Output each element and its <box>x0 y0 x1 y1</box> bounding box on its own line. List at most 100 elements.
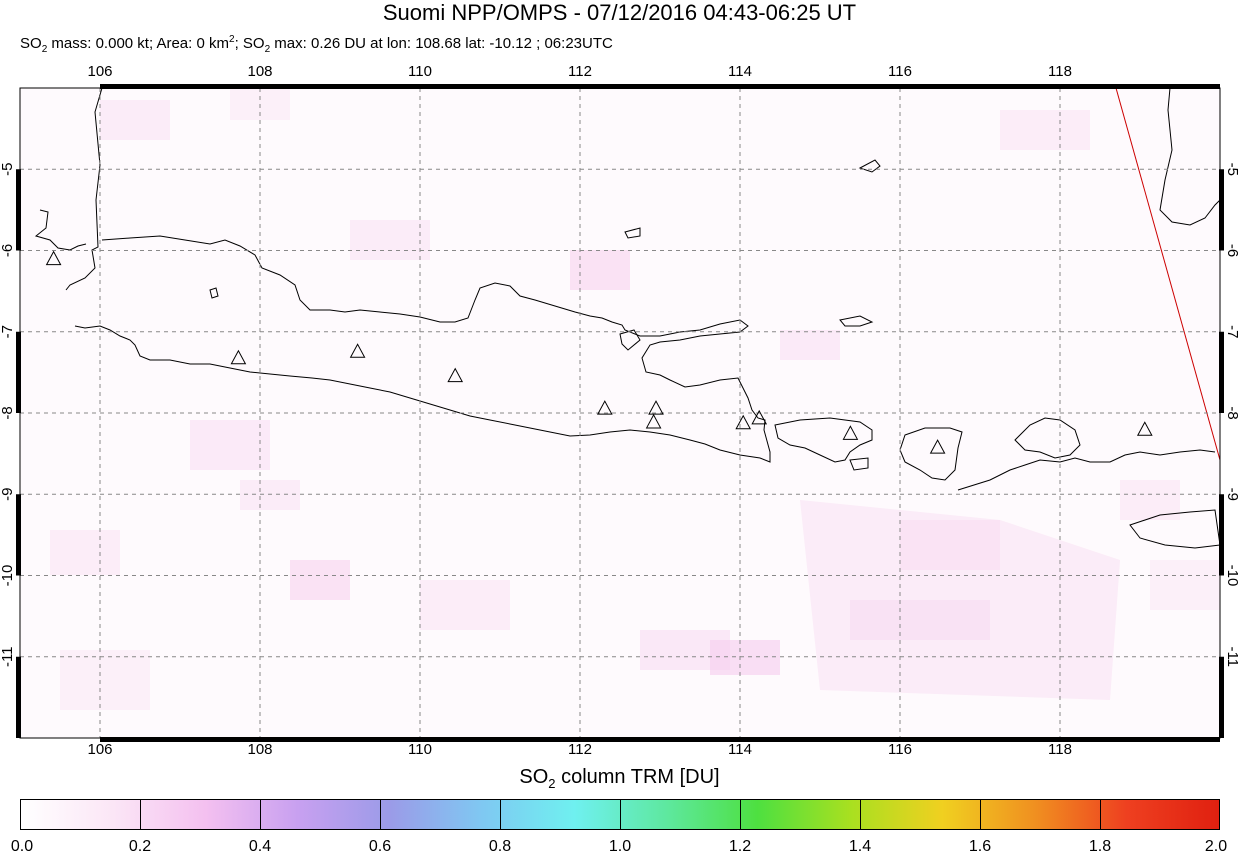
lon-label-bottom: 114 <box>728 741 752 758</box>
colorbar-title-part: SO <box>519 766 549 788</box>
lon-label-bottom: 118 <box>1048 741 1072 758</box>
subtitle-part: mass: 0.000 kt; Area: 0 km <box>47 35 229 52</box>
frame-bar-bottom <box>260 737 420 742</box>
frame-bar-right <box>1219 169 1224 251</box>
frame-bar-top <box>1060 84 1220 89</box>
map: 106 106 108 108 110 110 112 112 114 114 116 116 118 1… <box>0 63 1239 758</box>
subtitle-sub: 2 <box>41 44 48 55</box>
coastline <box>34 88 1220 549</box>
lat-label-right: -5 <box>1224 163 1239 176</box>
triangle-icon <box>648 400 664 415</box>
lat-label-left: -10 <box>0 565 16 587</box>
colorbar-tick-label: 1.2 <box>728 838 752 855</box>
colorbar-tick-label: 1.0 <box>608 838 632 855</box>
lat-label-left: -7 <box>0 325 16 338</box>
colorbar-tick-mark <box>860 799 861 830</box>
lat-label-right: -7 <box>1224 325 1239 338</box>
triangle-icon <box>230 349 247 365</box>
triangle-icon <box>735 414 752 430</box>
lat-label-right: -9 <box>1224 488 1239 501</box>
lon-label-top: 112 <box>568 63 592 80</box>
subtitle-sup: 2 <box>229 34 235 45</box>
lon-label-top: 110 <box>408 63 432 80</box>
frame-bar-bottom <box>1060 737 1220 742</box>
graticule <box>20 88 1220 738</box>
triangle-icon <box>645 413 662 429</box>
colorbar-tick-mark <box>1100 799 1101 830</box>
triangle-icon <box>447 367 464 383</box>
lat-label-right: -8 <box>1224 406 1239 419</box>
triangle-icon <box>45 250 62 266</box>
colorbar-tick-label: 1.6 <box>968 838 992 855</box>
triangle-icon <box>349 343 366 358</box>
lat-label-left: -6 <box>0 244 16 257</box>
lat-label-left: -9 <box>0 488 16 501</box>
subtitle-sub: 2 <box>264 44 271 55</box>
frame-bar-top <box>900 84 1060 89</box>
colorbar-tick-label: 0.6 <box>368 838 392 855</box>
frame-bar-bottom <box>580 737 740 742</box>
axis-labels: 106 106 108 108 110 110 112 112 114 114 116 116 118 1… <box>0 63 1239 758</box>
lon-label-bottom: 116 <box>888 741 912 758</box>
colorbar-tick-label: 0.2 <box>128 838 152 855</box>
frame-bar-bottom <box>900 737 1060 742</box>
colorbar-tick-mark <box>260 799 261 830</box>
frame-bar-top <box>100 84 260 89</box>
lat-label-right: -6 <box>1224 244 1239 257</box>
colorbar-tick-mark <box>380 799 381 830</box>
lat-label-right: -10 <box>1224 565 1239 587</box>
lon-label-top: 118 <box>1048 63 1072 80</box>
lon-label-bottom: 110 <box>408 741 432 758</box>
colorbar-tick-label: 0.8 <box>488 838 512 855</box>
triangle-icon <box>751 409 768 425</box>
lat-label-left: -8 <box>0 406 16 419</box>
frame-bar-bottom <box>100 737 260 742</box>
subtitle-part: max: 0.26 DU at lon: 108.68 lat: -10.12 … <box>270 35 613 52</box>
colorbar-tick-label: 1.8 <box>1088 838 1112 855</box>
colorbar-title-part: column TRM [DU] <box>555 766 720 788</box>
lon-label-bottom: 112 <box>568 741 592 758</box>
colorbar-tick-mark <box>140 799 141 830</box>
lat-label-left: -5 <box>0 163 16 176</box>
colorbar-title: SO2 column TRM [DU] <box>0 766 1239 791</box>
triangle-icon <box>1136 421 1153 436</box>
colorbar-title-sub: 2 <box>548 776 556 791</box>
frame-bars <box>16 84 1224 742</box>
colorbar-tick-label: 1.4 <box>848 838 872 855</box>
lon-label-bottom: 106 <box>87 741 112 758</box>
colorbar-tick-label: 2.0 <box>1204 838 1228 855</box>
frame-bar-top <box>740 84 900 89</box>
chart-title: Suomi NPP/OMPS - 07/12/2016 04:43-06:25 … <box>382 0 857 25</box>
frame-bar-top <box>580 84 740 89</box>
subtitle-part: SO <box>20 35 42 52</box>
volcano-markers <box>45 250 1153 454</box>
colorbar-tick-label: 0.4 <box>248 838 272 855</box>
chart-subtitle: SO2 mass: 0.000 kt; Area: 0 km2; SO2 max… <box>20 34 613 55</box>
lon-label-top: 108 <box>247 63 272 80</box>
frame-bar-top <box>420 84 580 89</box>
colorbar-tick-mark <box>620 799 621 830</box>
frame-bar-bottom <box>740 737 900 742</box>
triangle-icon <box>929 439 946 454</box>
lon-label-top: 114 <box>728 63 752 80</box>
lon-label-top: 106 <box>87 63 112 80</box>
lat-label-right: -11 <box>1224 646 1239 667</box>
frame-bar-right <box>1219 331 1224 413</box>
frame-bar-top <box>260 84 420 89</box>
colorbar-tick-mark <box>980 799 981 830</box>
swath-edge <box>1115 87 1221 461</box>
frame-bar-left <box>16 494 21 576</box>
frame-bar-right <box>1219 656 1224 738</box>
lat-label-left: -11 <box>0 646 16 667</box>
triangle-icon <box>842 425 859 440</box>
lon-label-top: 116 <box>888 63 912 80</box>
frame-bar-left <box>16 169 21 251</box>
colorbar-tick-label: 0.0 <box>10 838 34 855</box>
frame-bar-left <box>16 656 21 738</box>
frame-bar-left <box>16 331 21 413</box>
lon-label-bottom: 108 <box>247 741 272 758</box>
colorbar-tick-mark <box>500 799 501 830</box>
colorbar-tick-mark <box>740 799 741 830</box>
frame-bar-right <box>1219 494 1224 576</box>
triangle-icon <box>596 400 613 415</box>
